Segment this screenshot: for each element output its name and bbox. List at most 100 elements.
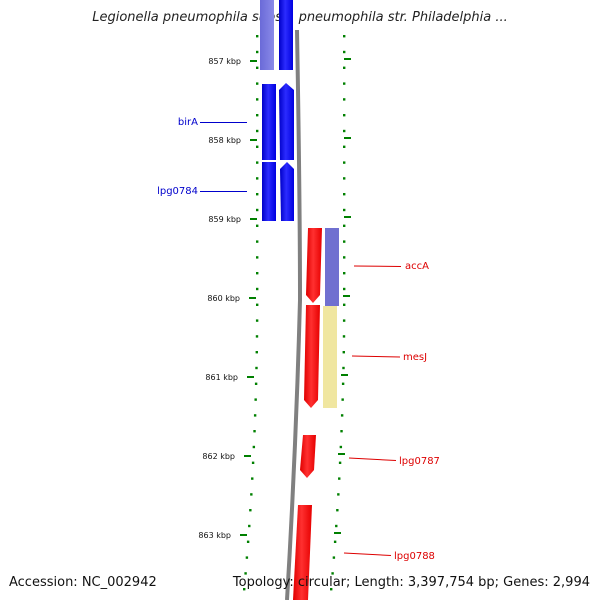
- minor-tick: [244, 572, 247, 575]
- minor-tick: [243, 588, 246, 591]
- tick-label: 860 kbp: [207, 294, 240, 303]
- minor-tick: [256, 50, 259, 54]
- minor-tick: [343, 98, 346, 101]
- minor-tick: [343, 129, 346, 133]
- minor-tick: [341, 398, 344, 401]
- tick-label: 861 kbp: [205, 373, 238, 382]
- minor-tick: [343, 66, 346, 69]
- minor-tick: [254, 382, 258, 385]
- minor-tick: [251, 461, 255, 464]
- minor-tick: [249, 509, 252, 512]
- backbone-track: [285, 29, 303, 600]
- gene-label-mesJ: mesJ: [403, 352, 427, 363]
- minor-tick: [342, 303, 346, 306]
- minor-tick: [343, 272, 346, 275]
- minor-tick: [340, 430, 343, 433]
- minor-tick: [256, 208, 259, 212]
- minor-tick: [331, 572, 334, 575]
- minor-tick: [343, 50, 346, 54]
- minor-tick: [336, 509, 339, 512]
- reverse-genes: [293, 228, 339, 600]
- minor-tick: [255, 303, 259, 306]
- minor-tick: [343, 161, 346, 164]
- gene-label-birA: birA: [178, 117, 198, 128]
- minor-tick: [246, 540, 250, 543]
- minor-tick: [256, 272, 259, 275]
- gene-block-top-inner: [279, 0, 293, 70]
- minor-tick: [335, 524, 338, 528]
- gene-label-lpg0787: lpg0787: [399, 456, 440, 467]
- minor-tick: [342, 351, 345, 354]
- gene-arrow-accA: [306, 228, 322, 303]
- gene-arrow-lpg0784-inner: [280, 162, 294, 221]
- gene-label-accA: accA: [405, 261, 429, 272]
- minor-tick: [343, 35, 346, 38]
- gene-labels: birA lpg0784 accA mesJ lpg0787 lpg0788: [157, 117, 440, 562]
- cog-accA: [325, 228, 339, 306]
- tick-label: 858 kbp: [208, 136, 241, 145]
- gene-arrow-mesJ: [304, 305, 320, 408]
- minor-tick: [343, 287, 346, 291]
- tick-label: 859 kbp: [208, 215, 241, 224]
- minor-tick: [332, 556, 336, 559]
- gene-label-lpg0788: lpg0788: [394, 551, 435, 562]
- gene-arrow-birA-outer: [262, 84, 276, 160]
- minor-tick: [256, 82, 259, 85]
- minor-tick: [255, 319, 259, 322]
- minor-tick: [248, 524, 251, 528]
- tick-label: 857 kbp: [208, 57, 241, 66]
- minor-tick: [255, 366, 258, 370]
- minor-tick: [252, 445, 256, 449]
- gene-arrow-lpg0787: [300, 435, 316, 478]
- minor-tick: [256, 287, 259, 291]
- minor-tick: [330, 588, 333, 591]
- minor-tick: [253, 414, 257, 417]
- minor-tick: [256, 224, 259, 227]
- minor-tick: [343, 224, 346, 227]
- minor-tick: [255, 335, 259, 338]
- gene-arrow-lpg0784-outer: [262, 162, 276, 221]
- minor-tick: [333, 540, 337, 543]
- minor-tick: [251, 477, 254, 480]
- minor-tick: [256, 256, 259, 259]
- minor-tick: [255, 351, 258, 354]
- gene-arrow-lpg0788: [293, 505, 312, 600]
- tick-label: 863 kbp: [198, 531, 231, 540]
- accession-text: Accession: NC_002942: [9, 575, 157, 590]
- minor-tick: [256, 161, 259, 164]
- gene-label-lpg0784: lpg0784: [157, 186, 198, 197]
- tick-label: 862 kbp: [202, 452, 235, 461]
- minor-tick: [343, 208, 346, 212]
- minor-tick: [256, 193, 259, 196]
- minor-tick: [343, 240, 346, 243]
- minor-tick: [340, 414, 344, 417]
- minor-tick: [342, 366, 345, 370]
- minor-tick: [337, 493, 340, 496]
- minor-tick: [256, 177, 259, 180]
- minor-tick: [342, 319, 346, 322]
- minor-tick: [250, 493, 253, 496]
- minor-tick: [343, 193, 346, 196]
- minor-tick: [256, 98, 259, 101]
- minor-tick: [256, 114, 259, 117]
- minor-tick: [338, 461, 342, 464]
- minor-tick: [256, 35, 259, 38]
- minor-tick: [343, 256, 346, 259]
- minor-tick: [256, 240, 259, 243]
- gene-block-top-outer: [260, 0, 274, 70]
- topology-text: Topology: circular; Length: 3,397,754 bp…: [232, 575, 590, 590]
- minor-tick: [342, 335, 346, 338]
- minor-tick: [338, 477, 341, 480]
- minor-tick: [339, 445, 343, 449]
- minor-tick: [343, 82, 346, 85]
- map-title: Legionella pneumophila subsp. pneumophil…: [92, 10, 508, 25]
- minor-tick: [256, 66, 259, 69]
- minor-tick: [256, 129, 259, 133]
- minor-tick: [245, 556, 249, 559]
- cog-mesJ: [323, 306, 337, 408]
- minor-tick: [256, 145, 259, 148]
- minor-tick: [343, 114, 346, 117]
- forward-genes: [260, 0, 294, 221]
- minor-tick: [254, 398, 257, 401]
